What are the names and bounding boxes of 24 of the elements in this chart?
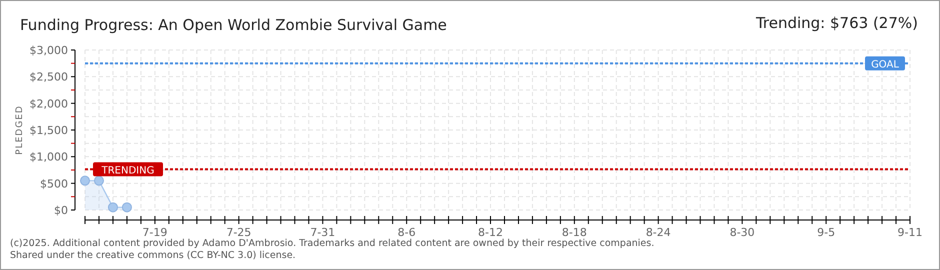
- x-tick-label: 9-5: [817, 226, 836, 239]
- x-tick-label: 8-24: [646, 226, 671, 239]
- text: (c)2025. Additional content provided by Adamo D'Ambrosio. Trademarks and related content are owned by their respective companies.: [10, 238, 654, 249]
- x-tick-label: 7-25: [226, 226, 252, 239]
- y-tick-label: $1,000: [30, 150, 68, 164]
- ref-line-label: GOAL: [871, 59, 900, 70]
- y-tick-label: $2,000: [30, 97, 68, 110]
- y-tick-label: $1,500: [30, 124, 68, 137]
- chart-title: Funding Progress: An Open World Zombie Survival Game: [20, 16, 447, 34]
- x-tick-label: 8-12: [478, 226, 503, 239]
- y-axis-title: PLEDGED: [15, 105, 25, 155]
- y-tick-label: $500: [40, 177, 68, 190]
- x-tick-label: 8-30: [730, 226, 755, 239]
- y-tick-label: $3,000: [30, 44, 68, 57]
- x-tick-label: 8-18: [562, 226, 587, 239]
- y-tick-label: $2,500: [30, 70, 68, 84]
- ref-line-label: TRENDING: [100, 165, 154, 176]
- x-tick-label: 7-19: [142, 226, 168, 239]
- x-tick-label: 9-11: [898, 226, 922, 239]
- x-tick-label: 7-31: [310, 226, 336, 239]
- x-tick-label: 8-6: [398, 226, 416, 239]
- text: Shared under the creative commons (CC BY-NC 3.0) license.: [10, 250, 296, 261]
- chart-subtitle: Trending: $763 (27%): [754, 14, 918, 32]
- y-tick-label: $0: [54, 204, 68, 217]
